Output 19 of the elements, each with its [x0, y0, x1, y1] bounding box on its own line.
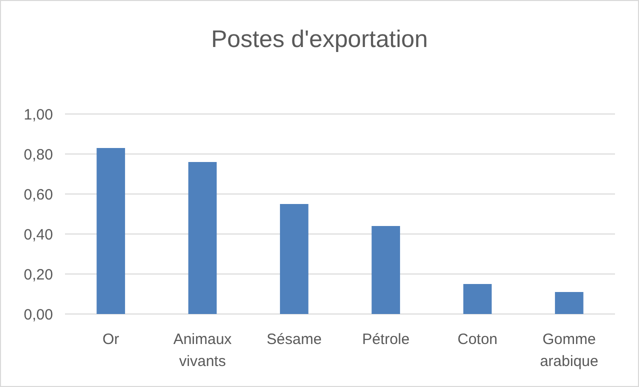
bar	[372, 226, 400, 314]
x-tick-label: Animaux vivants	[173, 331, 232, 370]
y-tick-label: 0,80	[24, 146, 53, 164]
y-tick-label: 1,00	[24, 106, 53, 124]
bar	[96, 148, 126, 314]
bar	[554, 292, 584, 314]
x-tick-label: Pétrole	[362, 331, 410, 348]
x-tick-label: Gomme arabique	[540, 331, 598, 370]
bar	[188, 162, 217, 314]
y-tick-label: 0,00	[24, 306, 53, 324]
y-tick-label: 0,60	[24, 186, 53, 204]
bar	[463, 284, 492, 314]
y-tick-label: 0,40	[24, 226, 53, 244]
bar	[280, 204, 308, 314]
y-tick-label: 0,20	[24, 266, 53, 284]
x-tick-label: Or	[102, 331, 120, 348]
x-tick-label: Coton	[457, 331, 498, 348]
chart-title: Postes d'exportation	[211, 26, 428, 53]
x-tick-label: Sésame	[266, 331, 322, 348]
